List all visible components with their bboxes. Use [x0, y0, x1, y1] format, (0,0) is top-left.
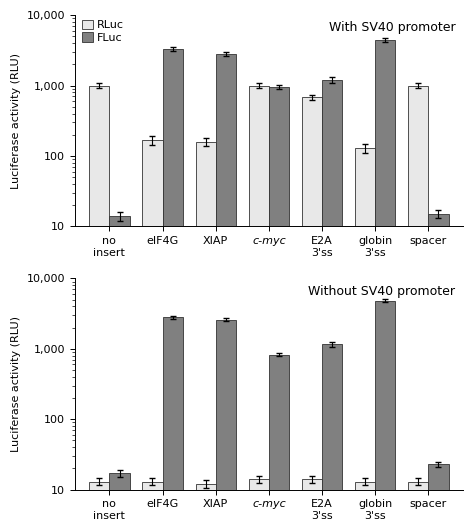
Bar — [216, 54, 236, 532]
Bar — [109, 473, 129, 532]
Y-axis label: Luciferase activity (RLU): Luciferase activity (RLU) — [11, 53, 21, 189]
Bar — [196, 484, 216, 532]
Bar — [408, 86, 428, 532]
Bar — [89, 86, 109, 532]
Bar — [196, 142, 216, 532]
Bar — [249, 86, 269, 532]
Bar — [249, 479, 269, 532]
Bar — [109, 216, 129, 532]
Bar — [302, 97, 322, 532]
Bar — [355, 481, 375, 532]
Legend: RLuc, FLuc: RLuc, FLuc — [81, 19, 125, 44]
Bar — [355, 148, 375, 532]
Bar — [163, 49, 183, 532]
Bar — [302, 479, 322, 532]
Bar — [408, 481, 428, 532]
Text: With SV40 promoter: With SV40 promoter — [328, 21, 455, 35]
Bar — [269, 355, 289, 532]
Bar — [375, 39, 395, 532]
Bar — [163, 317, 183, 532]
Bar — [428, 214, 448, 532]
Bar — [322, 345, 342, 532]
Bar — [89, 481, 109, 532]
Bar — [322, 80, 342, 532]
Text: Without SV40 promoter: Without SV40 promoter — [308, 285, 455, 298]
Bar — [142, 481, 163, 532]
Bar — [269, 87, 289, 532]
Bar — [216, 320, 236, 532]
Y-axis label: Luciferase activity (RLU): Luciferase activity (RLU) — [11, 316, 21, 452]
Bar — [428, 464, 448, 532]
Bar — [142, 140, 163, 532]
Bar — [375, 301, 395, 532]
